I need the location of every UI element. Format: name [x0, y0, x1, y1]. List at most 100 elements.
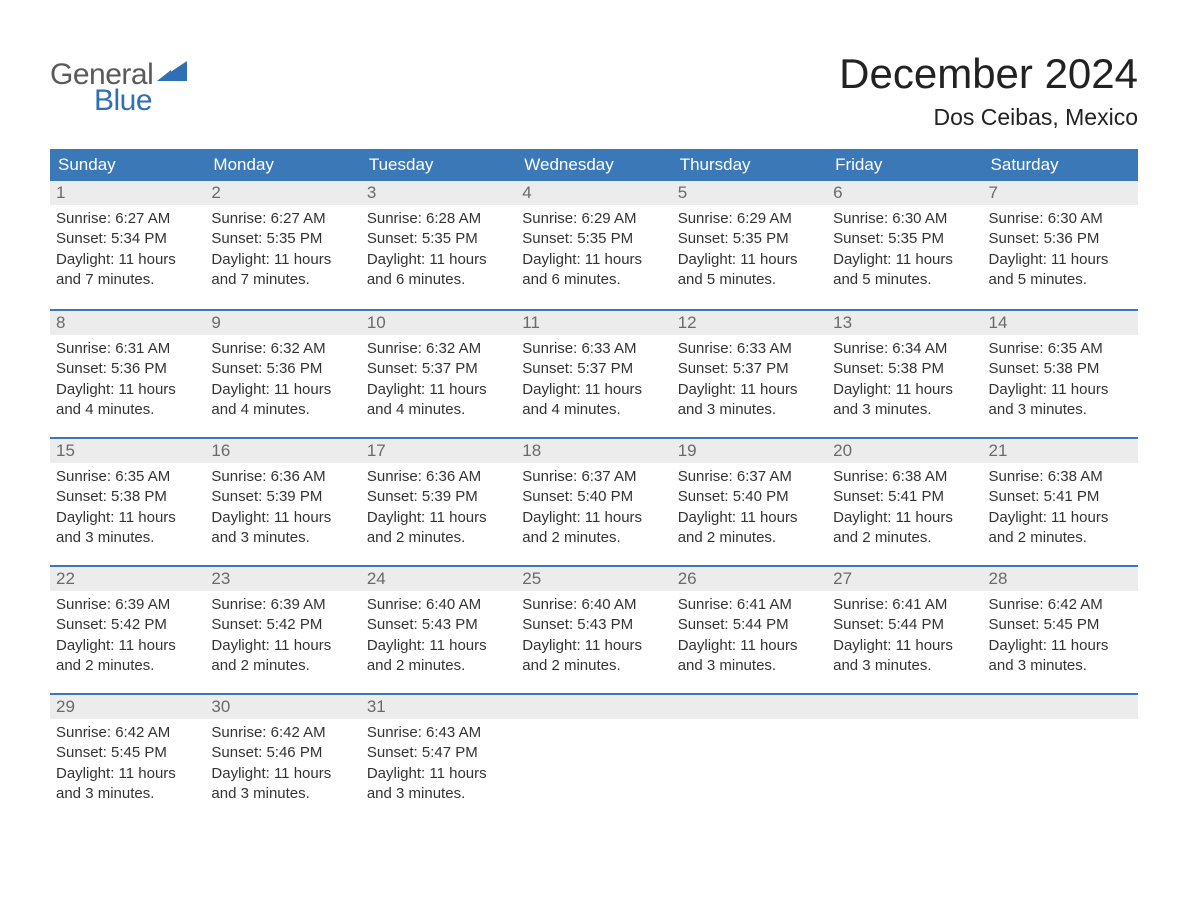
day-details: Sunrise: 6:30 AMSunset: 5:35 PMDaylight:… — [827, 205, 982, 298]
day-number: 28 — [983, 567, 1138, 591]
calendar-day-cell: 26Sunrise: 6:41 AMSunset: 5:44 PMDayligh… — [672, 567, 827, 693]
sunset-text: Sunset: 5:42 PM — [56, 615, 199, 635]
day-number: 25 — [516, 567, 671, 591]
day-details: Sunrise: 6:32 AMSunset: 5:37 PMDaylight:… — [361, 335, 516, 428]
sunrise-text: Sunrise: 6:40 AM — [522, 595, 665, 615]
sunrise-text: Sunrise: 6:33 AM — [522, 339, 665, 359]
calendar-week-row: 29Sunrise: 6:42 AMSunset: 5:45 PMDayligh… — [50, 693, 1138, 821]
calendar-day-cell: 1Sunrise: 6:27 AMSunset: 5:34 PMDaylight… — [50, 181, 205, 309]
daylight-text-line2: and 2 minutes. — [211, 656, 354, 676]
calendar-day-cell: 20Sunrise: 6:38 AMSunset: 5:41 PMDayligh… — [827, 439, 982, 565]
daylight-text-line2: and 3 minutes. — [56, 784, 199, 804]
daylight-text-line1: Daylight: 11 hours — [56, 380, 199, 400]
day-number: 19 — [672, 439, 827, 463]
daylight-text-line2: and 3 minutes. — [211, 528, 354, 548]
day-details: Sunrise: 6:43 AMSunset: 5:47 PMDaylight:… — [361, 719, 516, 812]
sunrise-text: Sunrise: 6:35 AM — [56, 467, 199, 487]
daylight-text-line1: Daylight: 11 hours — [833, 250, 976, 270]
sunrise-text: Sunrise: 6:32 AM — [211, 339, 354, 359]
day-number: 6 — [827, 181, 982, 205]
weekday-header: Monday — [205, 149, 360, 181]
calendar-day-cell: 25Sunrise: 6:40 AMSunset: 5:43 PMDayligh… — [516, 567, 671, 693]
daylight-text-line2: and 2 minutes. — [56, 656, 199, 676]
sunrise-text: Sunrise: 6:33 AM — [678, 339, 821, 359]
sunset-text: Sunset: 5:45 PM — [56, 743, 199, 763]
day-details: Sunrise: 6:27 AMSunset: 5:35 PMDaylight:… — [205, 205, 360, 298]
day-details: Sunrise: 6:39 AMSunset: 5:42 PMDaylight:… — [50, 591, 205, 684]
sunset-text: Sunset: 5:40 PM — [522, 487, 665, 507]
sunrise-text: Sunrise: 6:37 AM — [678, 467, 821, 487]
sunset-text: Sunset: 5:43 PM — [367, 615, 510, 635]
sunset-text: Sunset: 5:35 PM — [211, 229, 354, 249]
day-details: Sunrise: 6:42 AMSunset: 5:46 PMDaylight:… — [205, 719, 360, 812]
sunset-text: Sunset: 5:38 PM — [56, 487, 199, 507]
daylight-text-line1: Daylight: 11 hours — [989, 380, 1132, 400]
day-details: Sunrise: 6:34 AMSunset: 5:38 PMDaylight:… — [827, 335, 982, 428]
sunset-text: Sunset: 5:37 PM — [678, 359, 821, 379]
day-details: Sunrise: 6:39 AMSunset: 5:42 PMDaylight:… — [205, 591, 360, 684]
daylight-text-line1: Daylight: 11 hours — [522, 508, 665, 528]
day-number: 18 — [516, 439, 671, 463]
calendar-grid: Sunday Monday Tuesday Wednesday Thursday… — [50, 149, 1138, 821]
day-number: 20 — [827, 439, 982, 463]
day-number: 16 — [205, 439, 360, 463]
day-number: 23 — [205, 567, 360, 591]
daylight-text-line1: Daylight: 11 hours — [833, 636, 976, 656]
sunset-text: Sunset: 5:36 PM — [989, 229, 1132, 249]
day-details: Sunrise: 6:42 AMSunset: 5:45 PMDaylight:… — [50, 719, 205, 812]
sunset-text: Sunset: 5:46 PM — [211, 743, 354, 763]
calendar-week-row: 8Sunrise: 6:31 AMSunset: 5:36 PMDaylight… — [50, 309, 1138, 437]
daylight-text-line2: and 3 minutes. — [211, 784, 354, 804]
daylight-text-line1: Daylight: 11 hours — [989, 636, 1132, 656]
day-details: Sunrise: 6:27 AMSunset: 5:34 PMDaylight:… — [50, 205, 205, 298]
day-number: 24 — [361, 567, 516, 591]
weekday-header: Friday — [827, 149, 982, 181]
daylight-text-line2: and 2 minutes. — [678, 528, 821, 548]
daylight-text-line1: Daylight: 11 hours — [367, 380, 510, 400]
daylight-text-line1: Daylight: 11 hours — [211, 380, 354, 400]
daylight-text-line2: and 3 minutes. — [833, 400, 976, 420]
day-details: Sunrise: 6:31 AMSunset: 5:36 PMDaylight:… — [50, 335, 205, 428]
day-number: 30 — [205, 695, 360, 719]
day-details: Sunrise: 6:42 AMSunset: 5:45 PMDaylight:… — [983, 591, 1138, 684]
daylight-text-line2: and 4 minutes. — [367, 400, 510, 420]
sunrise-text: Sunrise: 6:41 AM — [833, 595, 976, 615]
sunset-text: Sunset: 5:43 PM — [522, 615, 665, 635]
daylight-text-line2: and 5 minutes. — [833, 270, 976, 290]
calendar-day-cell: 4Sunrise: 6:29 AMSunset: 5:35 PMDaylight… — [516, 181, 671, 309]
sunrise-text: Sunrise: 6:37 AM — [522, 467, 665, 487]
daylight-text-line1: Daylight: 11 hours — [678, 380, 821, 400]
calendar-day-cell — [827, 695, 982, 821]
day-number: 4 — [516, 181, 671, 205]
sunset-text: Sunset: 5:36 PM — [211, 359, 354, 379]
calendar-day-cell: 3Sunrise: 6:28 AMSunset: 5:35 PMDaylight… — [361, 181, 516, 309]
day-details: Sunrise: 6:40 AMSunset: 5:43 PMDaylight:… — [361, 591, 516, 684]
daylight-text-line1: Daylight: 11 hours — [522, 380, 665, 400]
day-number: 15 — [50, 439, 205, 463]
daylight-text-line1: Daylight: 11 hours — [56, 508, 199, 528]
day-details: Sunrise: 6:35 AMSunset: 5:38 PMDaylight:… — [50, 463, 205, 556]
location-subtitle: Dos Ceibas, Mexico — [839, 104, 1138, 131]
calendar-day-cell: 31Sunrise: 6:43 AMSunset: 5:47 PMDayligh… — [361, 695, 516, 821]
calendar-day-cell: 21Sunrise: 6:38 AMSunset: 5:41 PMDayligh… — [983, 439, 1138, 565]
day-number: 31 — [361, 695, 516, 719]
sunset-text: Sunset: 5:41 PM — [989, 487, 1132, 507]
title-block: December 2024 Dos Ceibas, Mexico — [839, 50, 1138, 131]
calendar-day-cell: 14Sunrise: 6:35 AMSunset: 5:38 PMDayligh… — [983, 311, 1138, 437]
daylight-text-line2: and 3 minutes. — [678, 400, 821, 420]
daylight-text-line1: Daylight: 11 hours — [522, 250, 665, 270]
day-number — [672, 695, 827, 719]
daylight-text-line2: and 2 minutes. — [833, 528, 976, 548]
sunset-text: Sunset: 5:37 PM — [522, 359, 665, 379]
sunrise-text: Sunrise: 6:38 AM — [989, 467, 1132, 487]
daylight-text-line2: and 3 minutes. — [678, 656, 821, 676]
daylight-text-line2: and 3 minutes. — [989, 656, 1132, 676]
daylight-text-line1: Daylight: 11 hours — [989, 250, 1132, 270]
day-number: 5 — [672, 181, 827, 205]
day-details: Sunrise: 6:38 AMSunset: 5:41 PMDaylight:… — [827, 463, 982, 556]
sunrise-text: Sunrise: 6:30 AM — [833, 209, 976, 229]
day-details: Sunrise: 6:41 AMSunset: 5:44 PMDaylight:… — [672, 591, 827, 684]
daylight-text-line2: and 6 minutes. — [367, 270, 510, 290]
daylight-text-line2: and 2 minutes. — [367, 656, 510, 676]
daylight-text-line2: and 3 minutes. — [367, 784, 510, 804]
